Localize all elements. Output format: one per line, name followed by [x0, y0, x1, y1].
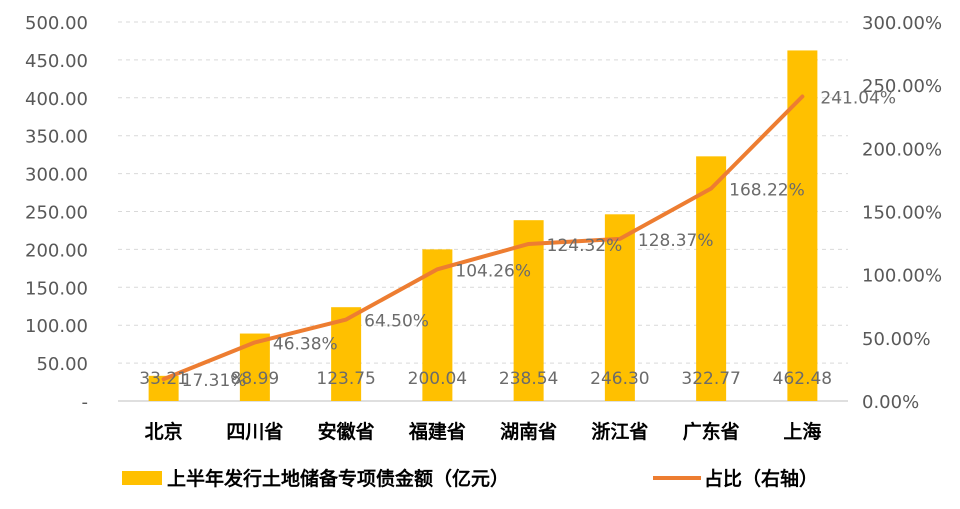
left-axis: - 50.00 100.00 150.00 200.00 250.00 300.00 350.… [25, 13, 88, 413]
right-tick-label: 50.00% [862, 329, 931, 350]
x-axis: 北京 四川省 安徽省 福建省 湖南省 浙江省 广东省 上海 [145, 420, 822, 443]
line-path [161, 94, 805, 382]
bar-data-label: 88.99 [231, 369, 280, 389]
line-data-label: 17.31% [182, 371, 247, 391]
right-axis: 0.00% 50.00% 100.00% 150.00% 200.00% 250.00% 3… [862, 13, 942, 413]
bar-data-label: 246.30 [590, 369, 649, 389]
bar [604, 214, 635, 401]
right-tick-label: 250.00% [862, 76, 942, 97]
legend: 上半年发行土地储备专项债金额（亿元） 占比（右轴） [122, 467, 818, 490]
line-data-label: 124.32% [547, 236, 623, 256]
bar-data-label: 322.77 [681, 369, 740, 389]
line-data-label: 104.26% [455, 261, 531, 281]
legend-line-label: 占比（右轴） [704, 467, 818, 490]
category-label: 四川省 [226, 421, 283, 443]
category-label: 福建省 [408, 420, 466, 443]
left-tick-label: 350.00 [25, 127, 88, 148]
line-series [161, 94, 805, 382]
left-tick-label: - [82, 392, 89, 413]
left-tick-label: 250.00 [25, 203, 88, 224]
left-tick-label: 500.00 [25, 13, 88, 34]
left-tick-label: 450.00 [25, 51, 88, 72]
bar-data-label: 123.75 [316, 369, 375, 389]
bar [787, 50, 818, 402]
category-label: 浙江省 [591, 420, 648, 443]
line-data-label: 241.04% [820, 88, 896, 108]
right-tick-label: 200.00% [862, 139, 942, 160]
category-label: 北京 [145, 420, 183, 443]
right-tick-label: 100.00% [862, 266, 942, 287]
legend-bar-label: 上半年发行土地储备专项债金额（亿元） [167, 467, 509, 490]
line-data-label: 64.50% [364, 312, 429, 332]
gridlines [118, 21, 848, 402]
left-tick-label: 400.00 [25, 89, 88, 110]
bar-data-label: 33.21 [139, 369, 188, 389]
bar [696, 156, 727, 401]
bar-data-label: 238.54 [499, 369, 558, 389]
bar-series [148, 50, 818, 402]
left-tick-label: 100.00 [25, 316, 88, 337]
legend-bar-swatch [122, 471, 162, 485]
line-data-label: 168.22% [729, 180, 805, 200]
left-tick-label: 200.00 [25, 240, 88, 261]
left-tick-label: 300.00 [25, 165, 88, 186]
left-tick-label: 50.00 [36, 354, 88, 375]
category-label: 安徽省 [318, 420, 375, 443]
bar [513, 220, 544, 401]
line-data-label: 46.38% [273, 334, 338, 354]
category-label: 湖南省 [500, 421, 557, 443]
bar-data-label: 200.04 [408, 369, 467, 389]
line-data-label: 128.37% [638, 231, 714, 251]
bar-data-labels: 33.21 88.99 123.75 200.04 238.54 246.30 322.77… [139, 369, 832, 389]
right-tick-label: 300.00% [862, 13, 942, 34]
right-tick-label: 0.00% [862, 392, 919, 413]
right-tick-label: 150.00% [862, 203, 942, 224]
category-label: 上海 [783, 420, 821, 443]
bar-data-label: 462.48 [773, 369, 832, 389]
line-data-labels: 17.31% 46.38% 64.50% 104.26% 124.32% 128.37% 1… [182, 88, 896, 391]
category-label: 广东省 [683, 420, 740, 443]
left-tick-label: 150.00 [25, 278, 88, 299]
